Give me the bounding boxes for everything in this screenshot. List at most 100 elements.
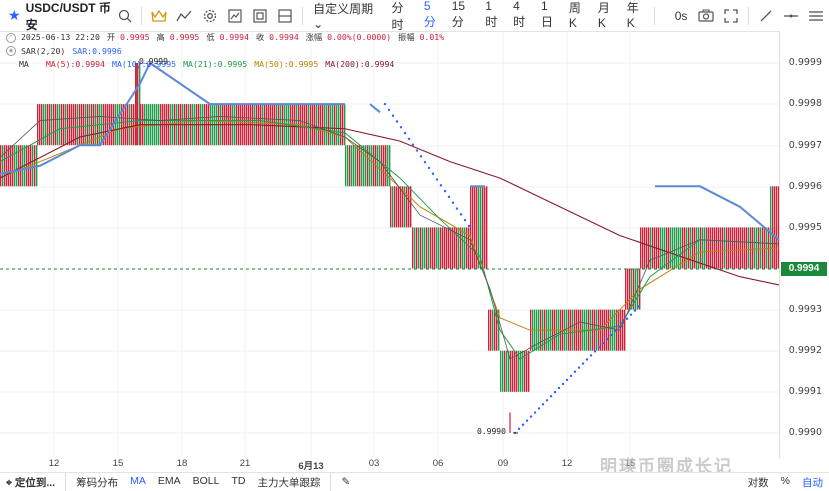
settings-icon[interactable] xyxy=(197,1,222,31)
timeframe-1[interactable]: 5分 xyxy=(423,0,436,29)
custom-period-dropdown[interactable]: 自定义周期 ⌄ xyxy=(313,2,374,31)
candle xyxy=(674,227,676,269)
candle xyxy=(314,104,316,146)
timeframe-3[interactable]: 1时 xyxy=(485,0,498,29)
candle xyxy=(131,104,133,146)
candle xyxy=(458,227,460,269)
candle xyxy=(43,104,45,146)
timeframe-7[interactable]: 月K xyxy=(597,0,610,30)
bottom-toolbar: ⌖ 定位到... 筹码分布 MA EMA BOLL TD 主力大单跟踪 ✎ 对数% 自动 xyxy=(0,472,829,491)
candle xyxy=(332,104,334,146)
chart-image-icon[interactable] xyxy=(222,1,247,31)
indicator-shortcut-0[interactable]: 筹码分布 xyxy=(76,476,119,489)
candle xyxy=(512,350,514,392)
search-icon[interactable] xyxy=(112,1,137,31)
indicator-shortcut-2[interactable]: EMA xyxy=(157,474,181,487)
scale-option-0[interactable]: 对数 xyxy=(747,476,769,489)
sar-dot xyxy=(633,309,637,312)
candle xyxy=(412,227,414,269)
candle xyxy=(774,186,776,269)
candle xyxy=(272,104,274,146)
sar-dot xyxy=(439,184,443,187)
candle xyxy=(349,145,351,187)
eye-icon[interactable]: ◉ xyxy=(6,46,16,57)
candle xyxy=(712,227,714,269)
star-icon[interactable]: ★ xyxy=(8,7,21,23)
candle xyxy=(644,227,646,269)
candle xyxy=(379,145,381,187)
candle xyxy=(450,227,452,269)
candle xyxy=(772,186,774,269)
candle xyxy=(740,227,742,269)
panels-icon[interactable] xyxy=(273,1,298,31)
candle xyxy=(20,145,22,187)
divider xyxy=(748,6,749,25)
symbol-name: USDC/USDT 币安 xyxy=(25,0,111,32)
candle xyxy=(664,227,666,269)
menu-lines-icon[interactable] xyxy=(804,1,829,31)
timeframe-4[interactable]: 4时 xyxy=(513,0,526,29)
candle xyxy=(608,309,610,351)
candle xyxy=(266,104,268,146)
indicator-shortcut-3[interactable]: BOLL xyxy=(192,474,220,487)
indicator-shortcut-5[interactable]: 主力大单跟踪 xyxy=(257,476,321,489)
price-chart[interactable] xyxy=(0,31,829,458)
horizontal-line-tool-icon[interactable] xyxy=(778,1,803,31)
edit-icon[interactable]: ✎ xyxy=(341,476,351,488)
camera-icon[interactable] xyxy=(693,1,718,31)
candle xyxy=(377,145,379,187)
candle xyxy=(631,268,633,310)
fullscreen-icon[interactable] xyxy=(719,1,744,31)
timeframe-5[interactable]: 1日 xyxy=(540,0,553,29)
candle xyxy=(640,227,642,269)
candle xyxy=(690,227,692,269)
scale-option-2[interactable]: 自动 xyxy=(802,476,823,489)
ma10-value: MA(10):0.9995 xyxy=(112,59,177,70)
time-tick: 6月13 xyxy=(298,461,324,472)
scale-option-1[interactable]: % xyxy=(780,474,790,487)
candle xyxy=(280,104,282,146)
ma50-line xyxy=(0,120,780,331)
candle xyxy=(524,350,526,392)
timeframe-2[interactable]: 15分 xyxy=(451,0,466,29)
candle xyxy=(342,104,344,146)
candle xyxy=(127,104,129,146)
sar-dot xyxy=(455,207,459,210)
candle xyxy=(308,104,310,146)
candle xyxy=(704,227,706,269)
sar-dot xyxy=(637,305,641,308)
candle xyxy=(400,186,402,228)
collapse-icon[interactable]: ⌃ xyxy=(6,32,16,43)
candle xyxy=(770,186,772,269)
time-axis[interactable]: 12 15 18 21 6月13 03 06 09 12 15 xyxy=(0,458,779,472)
locate-button[interactable]: ⌖ 定位到... xyxy=(6,476,56,489)
candle xyxy=(53,104,55,146)
candle xyxy=(672,227,674,269)
indicator-shortcut-4[interactable]: TD xyxy=(231,474,246,487)
candle xyxy=(778,186,780,269)
candle xyxy=(14,145,16,187)
timeframe-6[interactable]: 周K xyxy=(568,0,581,30)
sar-dot xyxy=(577,366,581,369)
indicator-shortcut-1[interactable]: MA xyxy=(130,474,146,487)
candle xyxy=(45,104,47,146)
crown-icon[interactable] xyxy=(146,1,171,31)
sar-dot xyxy=(569,374,573,378)
candle xyxy=(426,227,428,269)
layout-icon[interactable] xyxy=(248,1,273,31)
time-tick: 12 xyxy=(561,458,573,469)
candle xyxy=(322,104,324,146)
candle xyxy=(444,227,446,269)
symbol-selector[interactable]: ★ USDC/USDT 币安 xyxy=(0,0,112,33)
countdown-toggle[interactable]: 0s xyxy=(674,8,688,23)
trendline-tool-icon[interactable] xyxy=(753,1,778,31)
candle xyxy=(776,186,778,269)
price-axis[interactable]: 0.9999 0.9998 0.9997 0.9996 0.9995 0.9993 0.99… xyxy=(779,31,829,458)
timeframe-0[interactable]: 分时 xyxy=(391,0,404,32)
indicator-icon[interactable] xyxy=(172,1,197,31)
candle xyxy=(730,227,732,269)
time-tick: 18 xyxy=(176,458,188,469)
candle xyxy=(620,309,622,351)
sar-dot xyxy=(617,325,621,329)
timeframe-8[interactable]: 年K xyxy=(626,0,639,30)
